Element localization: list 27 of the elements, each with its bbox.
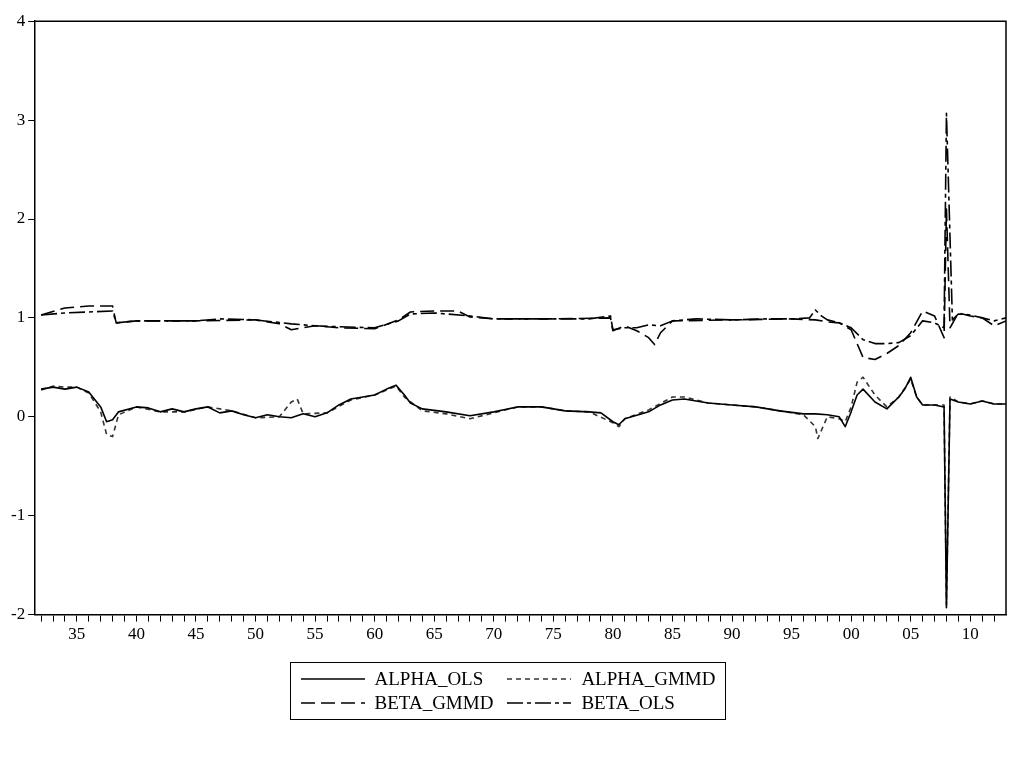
legend-label: BETA_GMMD bbox=[374, 691, 494, 715]
y-tick-label: -2 bbox=[10, 604, 26, 624]
x-tick-label: 00 bbox=[842, 624, 860, 644]
x-tick-label: 80 bbox=[604, 624, 622, 644]
x-tick-label: 10 bbox=[961, 624, 979, 644]
x-tick-label: 50 bbox=[247, 624, 265, 644]
x-tick-label: 60 bbox=[366, 624, 384, 644]
y-tick-label: 3 bbox=[16, 109, 26, 129]
x-tick-label: 45 bbox=[187, 624, 205, 644]
x-tick-label: 40 bbox=[127, 624, 145, 644]
x-tick-label: 65 bbox=[425, 624, 443, 644]
legend-label: BETA_OLS bbox=[581, 691, 675, 715]
y-tick-label: -1 bbox=[10, 505, 26, 525]
legend-label: ALPHA_GMMD bbox=[581, 667, 716, 691]
x-tick-label: 85 bbox=[663, 624, 681, 644]
x-tick-label: 90 bbox=[723, 624, 741, 644]
x-tick-label: 55 bbox=[306, 624, 324, 644]
x-tick-label: 95 bbox=[783, 624, 801, 644]
y-tick-label: 4 bbox=[16, 10, 26, 30]
y-tick-label: 1 bbox=[16, 307, 26, 327]
y-tick-label: 2 bbox=[16, 208, 26, 228]
legend-label: ALPHA_OLS bbox=[374, 667, 484, 691]
x-tick-label: 05 bbox=[902, 624, 920, 644]
x-tick-label: 75 bbox=[544, 624, 562, 644]
x-tick-label: 35 bbox=[68, 624, 86, 644]
y-tick-label: 0 bbox=[16, 406, 26, 426]
x-tick-label: 70 bbox=[485, 624, 503, 644]
